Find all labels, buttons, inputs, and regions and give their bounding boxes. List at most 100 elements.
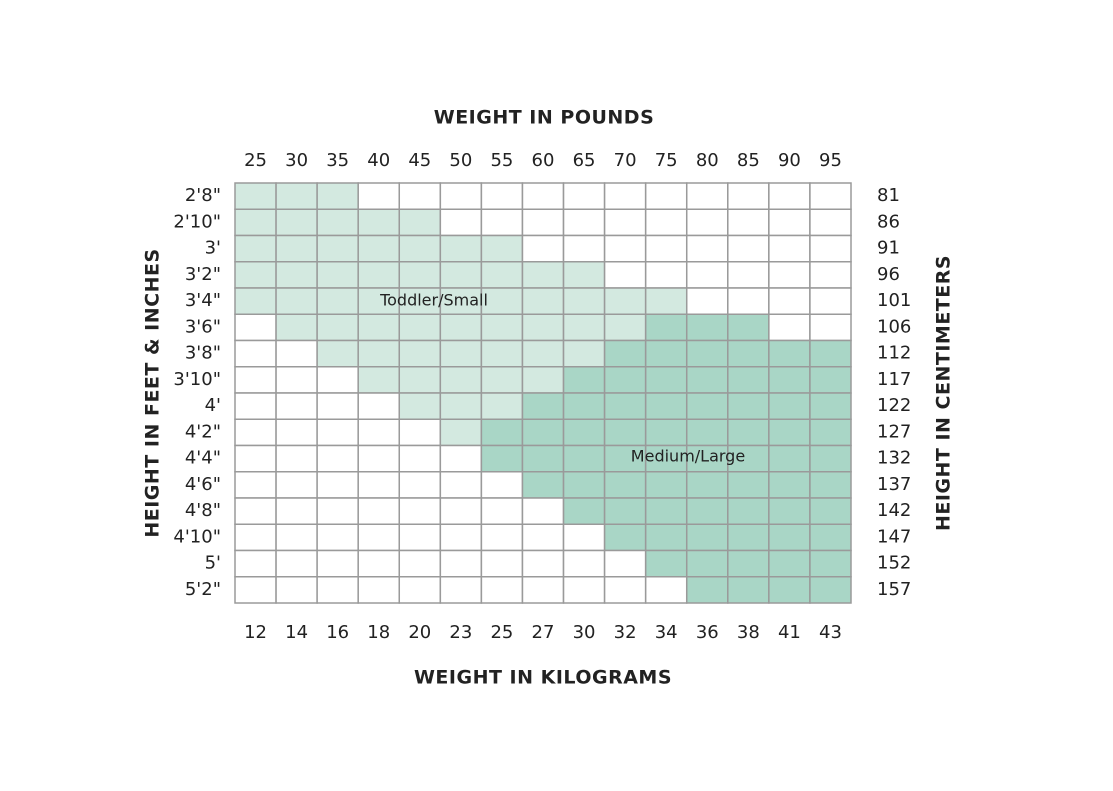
height-ft-label: 5'2" [185,579,221,600]
cell [644,549,688,578]
cell [480,576,524,604]
cell [316,497,359,525]
kilograms-label: 27 [532,622,555,643]
cell [275,261,318,289]
cell [234,576,277,604]
height-ft-label: 4'6" [185,474,221,495]
cell [727,287,770,315]
cell [275,497,318,525]
cell [809,523,852,552]
cell [809,339,852,368]
cell [234,444,277,473]
cell [809,392,852,420]
height-cm-label: 96 [877,264,900,285]
height-ft-label: 4'2" [185,421,221,442]
cell [768,313,811,342]
height-cm-label: 122 [877,395,911,416]
cell [316,549,359,578]
cell [234,549,277,578]
cell [727,523,770,552]
cell [644,392,688,420]
cell [768,234,811,263]
kilograms-label: 30 [573,622,596,643]
cell [234,471,277,499]
height-ft-label: 2'10" [173,211,221,232]
cell [521,287,565,315]
cell [685,208,729,237]
cell [316,261,359,289]
cell [809,418,852,447]
cell [439,523,483,552]
kilograms-label: 34 [655,622,678,643]
cell [562,523,606,552]
cell [234,261,277,289]
cell [562,234,606,263]
cell [398,444,442,473]
cell [480,339,524,368]
cell [603,549,647,578]
cell [316,523,359,552]
cell [275,208,318,237]
cell [685,392,729,420]
cell [439,497,483,525]
pounds-label: 70 [614,150,637,171]
cell [562,418,606,447]
cell [439,392,483,420]
kilograms-label: 23 [449,622,472,643]
cell [644,366,688,394]
cell [316,208,359,237]
zone-label: Toddler/Small [379,291,488,310]
cell [809,208,852,237]
cell [562,339,606,368]
cell [275,366,318,394]
cell [727,471,770,499]
cell [357,576,401,604]
cell [562,366,606,394]
cell [562,208,606,237]
cell [685,549,729,578]
kilograms-label: 43 [819,622,842,643]
pounds-label: 25 [244,150,267,171]
cell [275,576,318,604]
cell [727,234,770,263]
pounds-label: 35 [326,150,349,171]
cell [603,287,647,315]
cell [357,549,401,578]
cell [727,576,770,604]
cell [439,261,483,289]
cell [234,287,277,315]
pounds-label: 55 [490,150,513,171]
cell [644,234,688,263]
cell [603,418,647,447]
cell [809,287,852,315]
cell [480,208,524,237]
cell [685,523,729,552]
cell [768,339,811,368]
cell [521,366,565,394]
cell [727,366,770,394]
cell [275,313,318,342]
cell [768,261,811,289]
cell [603,339,647,368]
kilograms-label: 38 [737,622,760,643]
cell [562,471,606,499]
cell [316,444,359,473]
cell [521,444,565,473]
height-cm-label: 86 [877,211,900,232]
cell [480,471,524,499]
kilograms-label: 16 [326,622,349,643]
cell [521,471,565,499]
cell [398,418,442,447]
cell [809,261,852,289]
cell [685,366,729,394]
cell [316,471,359,499]
cell [685,313,729,342]
cell [644,182,688,210]
cell [398,339,442,368]
cell [768,287,811,315]
cell [685,471,729,499]
cell [398,392,442,420]
cell [727,339,770,368]
cell [768,576,811,604]
cell [234,366,277,394]
